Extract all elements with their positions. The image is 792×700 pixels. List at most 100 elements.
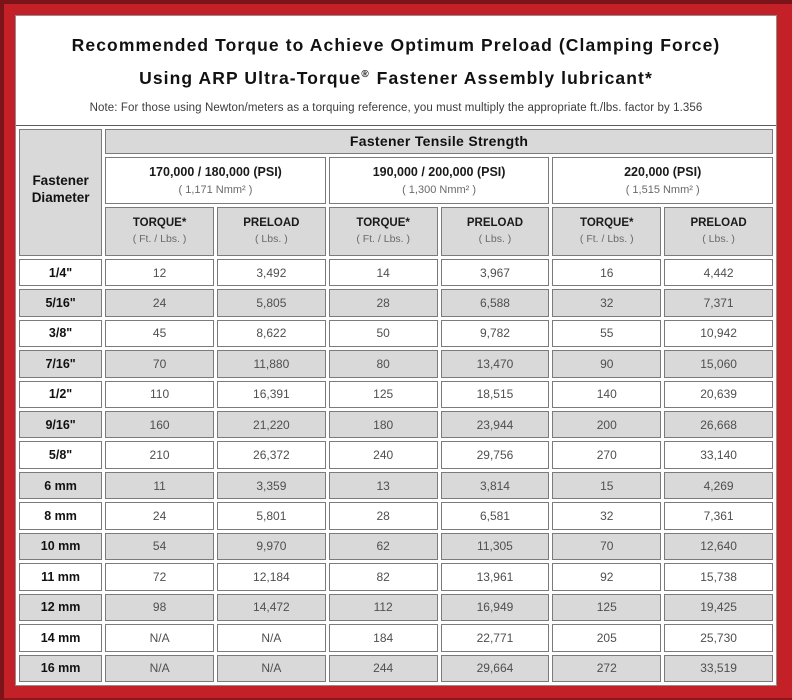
value-cell: 14 (328, 258, 438, 287)
value-cell: 5,805 (216, 289, 326, 317)
fastener-diameter-cell: 9/16" (19, 411, 103, 439)
value-cell: 70 (552, 532, 662, 561)
value-cell: 70 (105, 350, 214, 378)
value-cell: 5,801 (216, 502, 326, 530)
value-cell: 29,664 (440, 654, 550, 682)
value-cell: 26,372 (216, 441, 326, 469)
value-cell: 3,359 (216, 471, 326, 500)
value-cell: 112 (328, 593, 438, 622)
table-row: 6 mm 11 3,359 13 3,814 15 4,269 (19, 471, 773, 500)
value-cell: 6,581 (440, 502, 550, 530)
psi-value: 220,000 (PSI) (624, 164, 702, 179)
column-header-label: TORQUE* (356, 217, 410, 230)
value-cell: 270 (552, 441, 662, 469)
value-cell: 19,425 (664, 593, 773, 622)
title-line2-text: Using ARP Ultra-Torque (139, 67, 362, 88)
value-cell: 22,771 (440, 624, 550, 652)
value-cell: 11 (105, 471, 214, 500)
value-cell: N/A (216, 624, 326, 652)
fastener-diameter-cell: 11 mm (19, 563, 103, 591)
value-cell: 15,738 (664, 563, 773, 591)
table-row: 14 mm N/A N/A 184 22,771 205 25,730 (19, 624, 773, 652)
value-cell: 33,519 (664, 654, 773, 682)
column-header-sub: ( Ft. / Lbs. ) (579, 233, 634, 246)
table-row: 12 mm 98 14,472 112 16,949 125 19,425 (19, 593, 773, 622)
value-cell: 54 (105, 532, 214, 561)
value-cell: 240 (328, 441, 438, 469)
page-title-line1: Recommended Torque to Achieve Optimum Pr… (71, 35, 721, 55)
value-cell: 184 (328, 624, 438, 652)
content-panel: Recommended Torque to Achieve Optimum Pr… (15, 15, 777, 686)
tensile-strength-group-header: Fastener Tensile Strength (105, 128, 773, 154)
table-row: 5/16" 24 5,805 28 6,588 32 7,371 (19, 289, 773, 317)
value-cell: 72 (105, 563, 214, 591)
column-header-label: PRELOAD (466, 217, 524, 230)
table-row: 3/8" 45 8,622 50 9,782 55 10,942 (19, 319, 773, 348)
psi-value: 190,000 / 200,000 (PSI) (372, 164, 506, 179)
value-cell: 11,305 (440, 532, 550, 561)
table-row: 1/2" 110 16,391 125 18,515 140 20,639 (19, 380, 773, 409)
column-header-label: PRELOAD (690, 217, 747, 230)
value-cell: N/A (216, 654, 326, 682)
value-cell: 272 (552, 654, 662, 682)
title-line2-suffix: Fastener Assembly lubricant* (376, 67, 653, 88)
value-cell: 55 (552, 319, 662, 348)
corner-header-line1: Fastener (32, 172, 89, 188)
value-cell: 140 (552, 380, 662, 409)
fastener-diameter-cell: 3/8" (19, 319, 103, 348)
value-cell: 32 (552, 289, 662, 317)
value-cell: 25,730 (664, 624, 773, 652)
value-cell: 9,782 (440, 319, 550, 348)
value-cell: 10,942 (664, 319, 773, 348)
table-row: 11 mm 72 12,184 82 13,961 92 15,738 (19, 563, 773, 591)
value-cell: 6,588 (440, 289, 550, 317)
value-cell: 110 (105, 380, 214, 409)
value-cell: 16 (552, 258, 662, 287)
column-header-torque-3: TORQUE* ( Ft. / Lbs. ) (552, 206, 662, 256)
value-cell: 14,472 (216, 593, 326, 622)
column-header-sub: ( Lbs. ) (702, 233, 735, 246)
value-cell: 3,967 (440, 258, 550, 287)
value-cell: 200 (552, 411, 662, 439)
value-cell: 50 (328, 319, 438, 348)
column-header-sub: ( Lbs. ) (478, 233, 512, 246)
group-header-row: Fastener Diameter Fastener Tensile Stren… (19, 128, 773, 256)
value-cell: 4,269 (664, 471, 773, 500)
fastener-diameter-cell: 7/16" (19, 350, 103, 378)
value-cell: 23,944 (440, 411, 550, 439)
value-cell: 98 (105, 593, 214, 622)
value-cell: 21,220 (216, 411, 326, 439)
value-cell: N/A (105, 654, 214, 682)
value-cell: 90 (552, 350, 662, 378)
fastener-diameter-cell: 5/16" (19, 289, 103, 317)
value-cell: 11,880 (216, 350, 326, 378)
value-cell: 45 (105, 319, 214, 348)
value-cell: 9,970 (216, 532, 326, 561)
psi-header-190-200: 190,000 / 200,000 (PSI) ( 1,300 Nmm² ) (328, 156, 550, 204)
title-block: Recommended Torque to Achieve Optimum Pr… (16, 16, 776, 125)
value-cell: 32 (552, 502, 662, 530)
column-header-preload-2: PRELOAD ( Lbs. ) (440, 206, 550, 256)
column-header-label: TORQUE* (580, 217, 634, 230)
table-row: 1/4" 12 3,492 14 3,967 16 4,442 (19, 258, 773, 287)
table-row: 9/16" 160 21,220 180 23,944 200 26,668 (19, 411, 773, 439)
value-cell: 24 (105, 289, 214, 317)
nmm-value: ( 1,171 Nmm² ) (178, 183, 253, 196)
value-cell: 16,949 (440, 593, 550, 622)
registered-trademark-symbol: ® (361, 69, 369, 80)
nmm-value: ( 1,300 Nmm² ) (402, 183, 477, 196)
table-body: 1/4" 12 3,492 14 3,967 16 4,442 5/16" 24 5,805 28 6… (19, 258, 773, 682)
value-cell: 28 (328, 289, 438, 317)
fastener-diameter-cell: 10 mm (19, 532, 103, 561)
value-cell: 13,470 (440, 350, 550, 378)
conversion-note: Note: For those using Newton/meters as a… (89, 101, 703, 114)
value-cell: 80 (328, 350, 438, 378)
value-cell: 13 (328, 471, 438, 500)
value-cell: 205 (552, 624, 662, 652)
fastener-diameter-cell: 6 mm (19, 471, 103, 500)
value-cell: 15,060 (664, 350, 773, 378)
fastener-diameter-cell: 1/4" (19, 258, 103, 287)
torque-table-container: Fastener Diameter Fastener Tensile Stren… (16, 124, 776, 685)
value-cell: 3,492 (216, 258, 326, 287)
corner-header-fastener-diameter: Fastener Diameter (19, 128, 103, 256)
